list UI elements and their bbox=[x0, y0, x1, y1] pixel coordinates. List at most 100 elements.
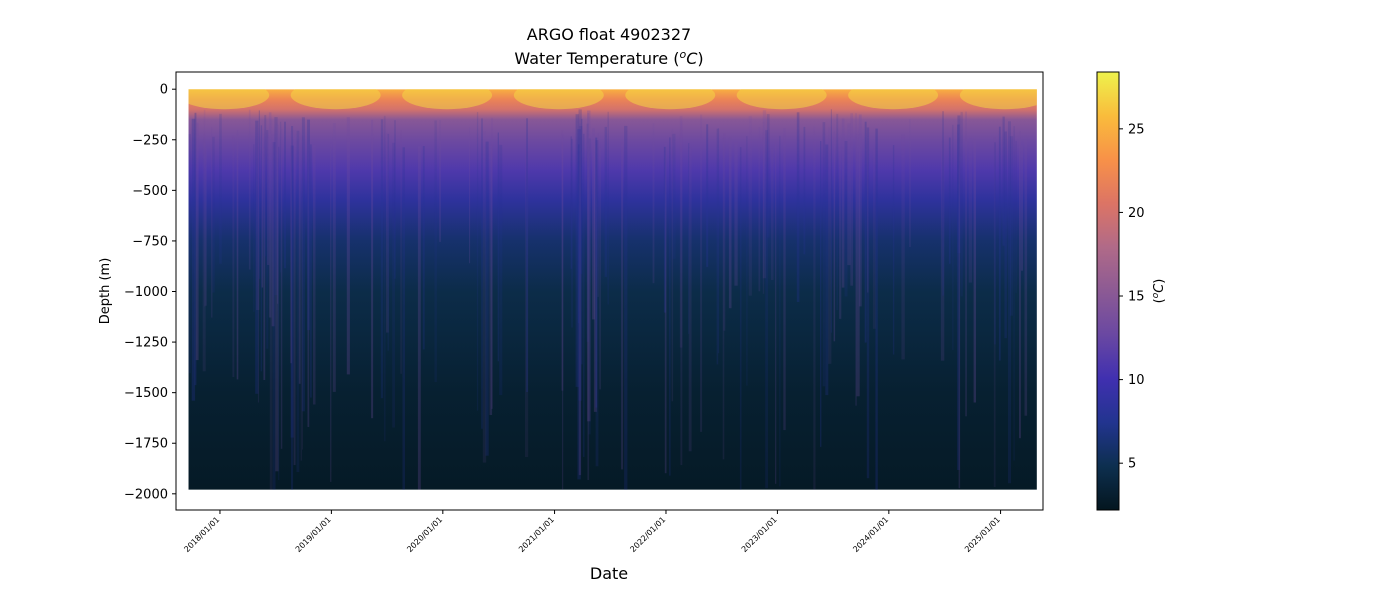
profile-streak bbox=[194, 112, 197, 386]
chart-title: ARGO float 4902327 bbox=[527, 25, 691, 44]
profile-streak bbox=[417, 146, 421, 490]
profile-streak bbox=[965, 111, 967, 417]
y-axis: 0 −250 −500 −750 −1000 −1250 −1500 −1750 −2000 bbox=[124, 83, 176, 502]
chart-subtitle: Water Temperature (oC) bbox=[514, 48, 703, 68]
profile-streak bbox=[577, 144, 580, 324]
profile-streak bbox=[203, 109, 206, 307]
profile-streak bbox=[909, 119, 911, 247]
profile-streak bbox=[307, 140, 310, 427]
profile-streak bbox=[957, 115, 961, 254]
profile-streak bbox=[562, 135, 564, 490]
profile-streak bbox=[499, 144, 503, 396]
profile-streak bbox=[746, 136, 748, 386]
profile-streak bbox=[380, 119, 384, 399]
profile-streak bbox=[293, 130, 296, 466]
x-axis: 2018/01/01 2019/01/01 2020/01/01 2021/01/01… bbox=[182, 510, 1002, 554]
profile-streak bbox=[205, 148, 207, 306]
profile-streak bbox=[570, 136, 572, 269]
profile-streak bbox=[439, 120, 441, 242]
warm-season-band bbox=[625, 89, 716, 110]
profile-streak bbox=[212, 136, 215, 293]
profile-streak bbox=[839, 136, 842, 319]
profile-streak bbox=[485, 141, 489, 456]
profile-streak bbox=[302, 135, 303, 450]
profile-streak bbox=[296, 130, 300, 472]
profile-streak bbox=[284, 121, 286, 269]
profile-streak bbox=[593, 143, 597, 412]
y-tick-label: −750 bbox=[132, 234, 168, 249]
profile-streak bbox=[728, 137, 732, 309]
profile-streak bbox=[232, 135, 235, 377]
heatmap-layer bbox=[188, 89, 1037, 490]
x-tick-label: 2024/01/01 bbox=[851, 515, 890, 554]
profile-streak bbox=[307, 119, 310, 331]
warm-season-band bbox=[290, 89, 381, 110]
profile-streak bbox=[202, 139, 206, 372]
profile-streak bbox=[526, 118, 528, 393]
profile-streak bbox=[867, 141, 869, 293]
warm-season-band bbox=[959, 89, 1037, 110]
plot-area bbox=[175, 71, 1044, 511]
profile-streak bbox=[257, 142, 259, 403]
profile-streak bbox=[256, 128, 260, 310]
profile-streak bbox=[599, 147, 601, 390]
profile-streak bbox=[716, 128, 719, 365]
profile-streak bbox=[211, 126, 213, 318]
colorbar-tick-label: 10 bbox=[1128, 373, 1145, 388]
profile-streak bbox=[836, 113, 839, 311]
profile-streak bbox=[422, 146, 425, 350]
profile-streak bbox=[266, 130, 269, 349]
profile-streak bbox=[267, 137, 270, 265]
profile-streak bbox=[1002, 116, 1005, 246]
profile-streak bbox=[248, 109, 251, 270]
profile-streak bbox=[672, 133, 676, 259]
profile-streak bbox=[264, 115, 267, 257]
profile-streak bbox=[191, 118, 196, 401]
warm-season-band bbox=[736, 89, 827, 110]
profile-streak bbox=[960, 111, 963, 297]
profile-streak bbox=[841, 118, 845, 288]
profile-streak bbox=[1024, 135, 1028, 416]
x-tick-label: 2020/01/01 bbox=[405, 515, 444, 554]
colorbar: 5 10 15 20 25 (oC) bbox=[1096, 71, 1167, 511]
profile-streak bbox=[864, 121, 867, 343]
x-tick-label: 2018/01/01 bbox=[182, 515, 221, 554]
profile-streak bbox=[219, 113, 222, 264]
profile-streak bbox=[261, 132, 264, 288]
profile-streak bbox=[765, 130, 768, 489]
profile-streak bbox=[272, 142, 276, 490]
colorbar-gradient bbox=[1096, 71, 1120, 511]
profile-streak bbox=[803, 126, 806, 255]
profile-streak bbox=[402, 147, 405, 490]
x-tick-label: 2025/01/01 bbox=[963, 515, 1002, 554]
profile-streak bbox=[392, 142, 395, 428]
profile-streak bbox=[387, 134, 390, 351]
profile-streak bbox=[901, 134, 905, 360]
warm-season-band bbox=[513, 89, 604, 110]
profile-streak bbox=[269, 119, 273, 490]
profile-streak bbox=[624, 125, 628, 490]
profile-streak bbox=[582, 133, 585, 457]
profile-streak bbox=[595, 140, 599, 467]
warm-season-band bbox=[848, 89, 939, 110]
profile-streak bbox=[779, 135, 781, 487]
profile-streak bbox=[856, 134, 860, 397]
profile-streak bbox=[291, 126, 294, 490]
y-tick-label: −1250 bbox=[124, 336, 168, 351]
profile-streak bbox=[669, 137, 671, 476]
x-axis-label: Date bbox=[590, 564, 628, 583]
profile-streak bbox=[771, 148, 774, 280]
profile-streak bbox=[993, 137, 996, 487]
colorbar-tick-label: 20 bbox=[1128, 206, 1145, 221]
profile-streak bbox=[700, 114, 703, 432]
y-tick-label: −250 bbox=[132, 133, 168, 148]
profile-streak bbox=[275, 124, 279, 472]
profile-streak bbox=[277, 139, 279, 304]
profile-streak bbox=[652, 123, 655, 284]
profile-streak bbox=[948, 137, 951, 264]
profile-streak bbox=[663, 146, 667, 313]
profile-streak bbox=[957, 124, 960, 470]
profile-streak bbox=[258, 110, 260, 279]
y-axis-label: Depth (m) bbox=[98, 258, 113, 325]
colorbar-ticks: 5 10 15 20 25 bbox=[1119, 122, 1145, 472]
